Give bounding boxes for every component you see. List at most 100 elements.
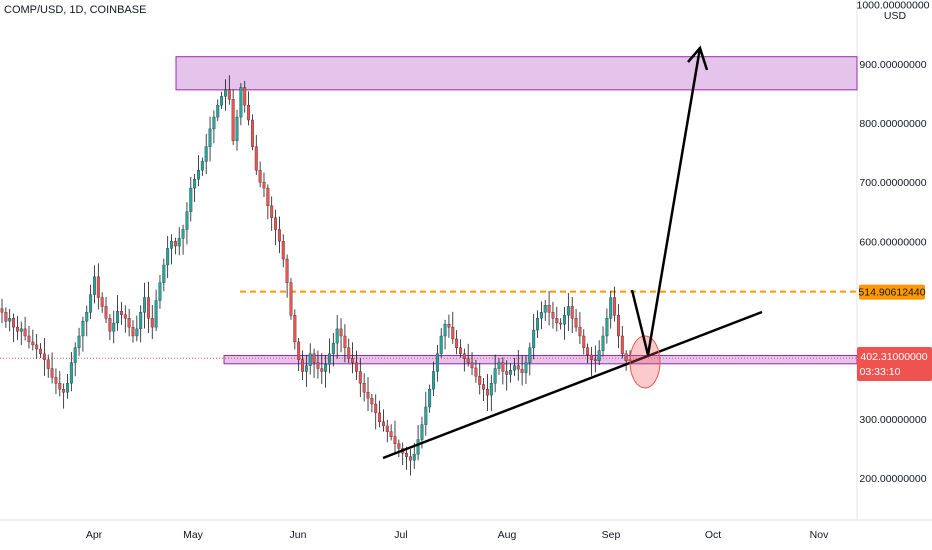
candle-body bbox=[609, 297, 613, 319]
candle-body bbox=[289, 282, 293, 316]
candle-body bbox=[316, 362, 320, 369]
break-marker-circle[interactable] bbox=[629, 335, 661, 389]
time-tick-label: Apr bbox=[86, 529, 103, 541]
candle-body bbox=[39, 348, 42, 354]
time-tick-label: Nov bbox=[810, 529, 829, 541]
candle-body bbox=[266, 187, 270, 206]
candle-body bbox=[547, 305, 551, 313]
candle-body bbox=[328, 353, 331, 365]
candle-body bbox=[170, 241, 173, 249]
price-axis[interactable]: 1000.00000000 900.00000000 800.00000000 700… bbox=[857, 0, 930, 485]
candle-body bbox=[127, 318, 131, 328]
candle-body bbox=[293, 315, 297, 343]
symbol-header: COMP/USD, 1D, COINBASE bbox=[4, 4, 147, 16]
candle-body bbox=[524, 362, 528, 373]
candle-body bbox=[23, 328, 27, 337]
candle-body bbox=[378, 412, 382, 422]
candle-body bbox=[435, 353, 439, 372]
candle-body bbox=[208, 128, 212, 147]
candle-body bbox=[104, 306, 108, 319]
candle-body bbox=[324, 364, 328, 372]
candle-body bbox=[158, 282, 162, 301]
candle-body bbox=[497, 362, 501, 369]
candle-body bbox=[512, 365, 516, 371]
candle-body bbox=[173, 241, 177, 247]
candle-body bbox=[343, 335, 347, 348]
projection-arrow[interactable] bbox=[630, 47, 702, 356]
candle-body bbox=[15, 326, 19, 332]
candle-body bbox=[605, 318, 609, 337]
candle-body bbox=[58, 383, 62, 390]
candle-body bbox=[281, 241, 285, 260]
candle-body bbox=[143, 297, 147, 313]
candle-body bbox=[551, 312, 555, 319]
candle-body bbox=[478, 376, 482, 385]
currency-label: USD bbox=[884, 10, 907, 22]
price-tick-label: 800.00000000 bbox=[859, 118, 926, 130]
candle-body bbox=[539, 312, 543, 319]
candle-body bbox=[482, 384, 486, 390]
price-tick-label: 1000.00000000 bbox=[857, 0, 930, 12]
candle-body bbox=[0, 308, 4, 313]
candle-body bbox=[27, 335, 31, 343]
candle-body bbox=[470, 362, 474, 369]
candle-body bbox=[66, 383, 69, 393]
candle-body bbox=[331, 342, 335, 354]
candle-body bbox=[304, 365, 308, 372]
candle-body bbox=[131, 326, 135, 337]
candle-body bbox=[250, 119, 254, 147]
candle-body bbox=[96, 276, 100, 298]
candle-body bbox=[374, 403, 378, 414]
candle-body bbox=[381, 421, 385, 427]
candle-body bbox=[355, 362, 358, 372]
candle-body bbox=[439, 335, 443, 354]
candle-body bbox=[185, 211, 189, 230]
candle-body bbox=[139, 312, 143, 330]
candle-body bbox=[81, 321, 85, 337]
time-tick-label: May bbox=[183, 529, 204, 541]
candle-body bbox=[597, 350, 601, 361]
candle-body bbox=[235, 116, 239, 141]
candle-body bbox=[166, 248, 170, 266]
time-tick-label: Jul bbox=[394, 529, 407, 541]
candle-body bbox=[520, 368, 524, 373]
supply-zone[interactable] bbox=[175, 56, 858, 91]
candle-body bbox=[582, 335, 586, 348]
candle-body bbox=[466, 358, 470, 363]
candle-body bbox=[193, 179, 197, 189]
candle-body bbox=[69, 362, 73, 384]
candle-body bbox=[85, 312, 89, 322]
candle-body bbox=[370, 397, 374, 405]
time-tick-label: Sep bbox=[602, 529, 621, 541]
candle-body bbox=[239, 87, 243, 118]
candle-body bbox=[216, 105, 220, 118]
candle-body bbox=[613, 297, 617, 316]
candle-body bbox=[220, 96, 224, 106]
candle-body bbox=[428, 389, 432, 408]
last-price-label: 402.31000000 03:33:10 bbox=[857, 347, 932, 381]
candle-body bbox=[89, 294, 93, 313]
candle-body bbox=[389, 431, 393, 437]
candle-body bbox=[19, 328, 23, 332]
candle-body bbox=[243, 87, 247, 106]
candle-body bbox=[420, 424, 424, 440]
candle-body bbox=[393, 436, 397, 444]
candle-body bbox=[536, 318, 539, 331]
candle-body bbox=[146, 297, 150, 319]
time-axis[interactable]: Apr May Jun Jul Aug Sep Oct Nov bbox=[86, 529, 829, 541]
candle-body bbox=[447, 324, 451, 328]
candle-body bbox=[509, 370, 513, 375]
time-tick-label: Oct bbox=[705, 529, 721, 541]
candle-body bbox=[227, 89, 231, 100]
candle-body bbox=[42, 353, 46, 360]
candle-body bbox=[528, 347, 532, 363]
candle-body bbox=[247, 105, 251, 121]
candle-body bbox=[258, 170, 262, 183]
candle-body bbox=[563, 315, 566, 325]
candle-series bbox=[0, 75, 632, 476]
candle-body bbox=[177, 238, 181, 247]
trend-line[interactable] bbox=[382, 310, 763, 460]
candle-body bbox=[339, 328, 343, 337]
svg-text:402.31000000: 402.31000000 bbox=[860, 351, 927, 363]
